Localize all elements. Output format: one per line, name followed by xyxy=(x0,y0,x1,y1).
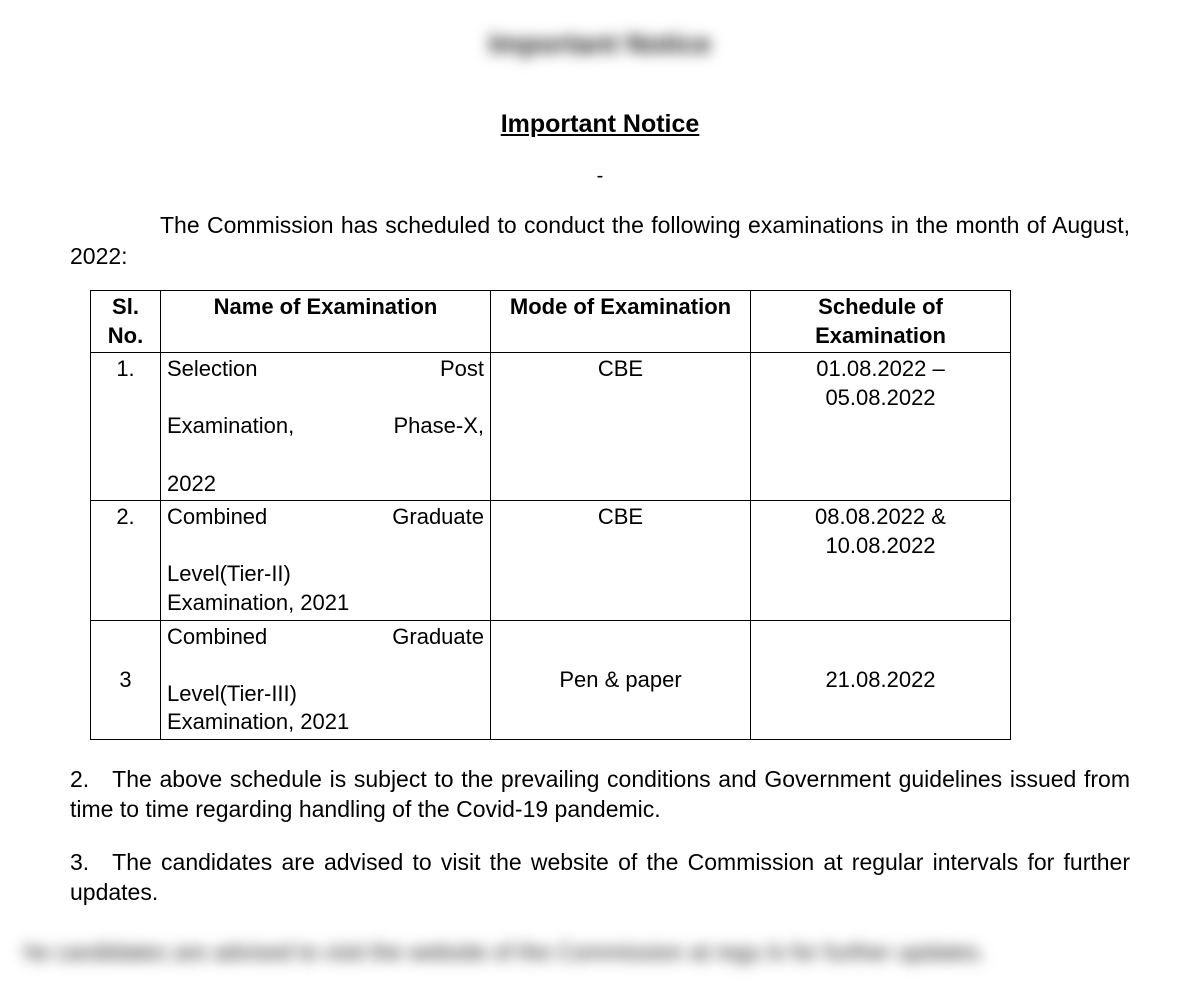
sch-line: 21.08.2022 xyxy=(757,666,1004,695)
cell-mode: Pen & paper xyxy=(491,620,751,739)
sch-line: 05.08.2022 xyxy=(757,384,1004,413)
blurred-footer-text: he candidates are advised to visit the w… xyxy=(20,937,1200,968)
cell-schedule: 21.08.2022 xyxy=(751,620,1011,739)
th-name: Name of Examination xyxy=(161,291,491,353)
table-header-row: Sl. No. Name of Examination Mode of Exam… xyxy=(91,291,1011,353)
sch-line: 10.08.2022 xyxy=(757,532,1004,561)
cell-mode: CBE xyxy=(491,501,751,620)
paragraph-2: 2. The above schedule is subject to the … xyxy=(70,764,1130,825)
name-line: Examination, Phase-X, xyxy=(167,412,484,469)
name-line: 2022 xyxy=(167,470,484,499)
blurred-header-text: Important Notice xyxy=(70,28,1130,60)
cell-mode: CBE xyxy=(491,353,751,501)
cell-schedule: 08.08.2022 & 10.08.2022 xyxy=(751,501,1011,620)
intro-text: The Commission has scheduled to conduct … xyxy=(70,212,1130,269)
intro-paragraph: The Commission has scheduled to conduct … xyxy=(70,210,1130,272)
cell-name: Combined Graduate Level(Tier-II) Examina… xyxy=(161,501,491,620)
paragraph-3: 3. The candidates are advised to visit t… xyxy=(70,847,1130,908)
th-schedule: Schedule of Examination xyxy=(751,291,1011,353)
th-sl: Sl. No. xyxy=(91,291,161,353)
table-row: 3 Combined Graduate Level(Tier-III) Exam… xyxy=(91,620,1011,739)
name-line: Examination, 2021 xyxy=(167,589,484,618)
name-line: Level(Tier-II) xyxy=(167,560,484,589)
name-line: Selection Post xyxy=(167,355,484,412)
cell-name: Selection Post Examination, Phase-X, 202… xyxy=(161,353,491,501)
cell-sl: 1. xyxy=(91,353,161,501)
name-line: Combined Graduate xyxy=(167,503,484,560)
cell-sl: 2. xyxy=(91,501,161,620)
table-row: 2. Combined Graduate Level(Tier-II) Exam… xyxy=(91,501,1011,620)
name-line: Combined Graduate xyxy=(167,623,484,680)
notice-title: Important Notice xyxy=(70,110,1130,139)
cell-schedule: 01.08.2022 – 05.08.2022 xyxy=(751,353,1011,501)
table-row: 1. Selection Post Examination, Phase-X, … xyxy=(91,353,1011,501)
sch-line: 01.08.2022 – xyxy=(757,355,1004,384)
exam-schedule-table: Sl. No. Name of Examination Mode of Exam… xyxy=(90,290,1011,740)
th-mode: Mode of Examination xyxy=(491,291,751,353)
cell-name: Combined Graduate Level(Tier-III) Examin… xyxy=(161,620,491,739)
document-page: Important Notice Important Notice - The … xyxy=(0,0,1200,988)
name-line: Level(Tier-III) xyxy=(167,680,484,709)
name-line: Examination, 2021 xyxy=(167,708,484,737)
sch-line: 08.08.2022 & xyxy=(757,503,1004,532)
separator-dash: - xyxy=(70,165,1130,188)
cell-sl: 3 xyxy=(91,620,161,739)
